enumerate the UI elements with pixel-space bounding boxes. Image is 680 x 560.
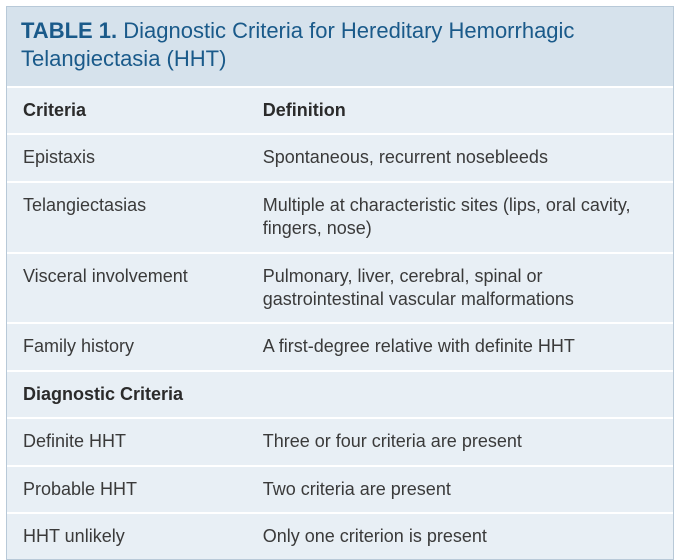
table-container: TABLE 1. Diagnostic Criteria for Heredit… xyxy=(6,6,674,560)
criteria-cell: Visceral involvement xyxy=(7,253,247,324)
definition-cell: Pulmonary, liver, cerebral, spinal or ga… xyxy=(247,253,673,324)
definition-cell: A first-degree relative with definite HH… xyxy=(247,323,673,370)
section-header: Diagnostic Criteria xyxy=(7,371,247,418)
criteria-cell: Definite HHT xyxy=(7,418,247,465)
table-row: Probable HHT Two criteria are present xyxy=(7,466,673,513)
definition-cell: Multiple at characteristic sites (lips, … xyxy=(247,182,673,253)
table-row: Epistaxis Spontaneous, recurrent noseble… xyxy=(7,134,673,181)
table-row: Family history A first-degree relative w… xyxy=(7,323,673,370)
criteria-cell: Telangiectasias xyxy=(7,182,247,253)
table-title: TABLE 1. Diagnostic Criteria for Heredit… xyxy=(7,7,673,86)
table-header-row: Criteria Definition xyxy=(7,87,673,134)
header-definition: Definition xyxy=(247,87,673,134)
definition-cell: Spontaneous, recurrent nosebleeds xyxy=(247,134,673,181)
section-header-row: Diagnostic Criteria xyxy=(7,371,673,418)
section-header-blank xyxy=(247,371,673,418)
table-row: Telangiectasias Multiple at characterist… xyxy=(7,182,673,253)
table-row: Definite HHT Three or four criteria are … xyxy=(7,418,673,465)
table-row: Visceral involvement Pulmonary, liver, c… xyxy=(7,253,673,324)
criteria-table: Criteria Definition Epistaxis Spontaneou… xyxy=(7,86,673,559)
definition-cell: Two criteria are present xyxy=(247,466,673,513)
criteria-cell: HHT unlikely xyxy=(7,513,247,559)
criteria-cell: Probable HHT xyxy=(7,466,247,513)
criteria-cell: Family history xyxy=(7,323,247,370)
table-label: TABLE 1. xyxy=(21,18,117,43)
table-row: HHT unlikely Only one criterion is prese… xyxy=(7,513,673,559)
definition-cell: Three or four criteria are present xyxy=(247,418,673,465)
criteria-cell: Epistaxis xyxy=(7,134,247,181)
definition-cell: Only one criterion is present xyxy=(247,513,673,559)
header-criteria: Criteria xyxy=(7,87,247,134)
